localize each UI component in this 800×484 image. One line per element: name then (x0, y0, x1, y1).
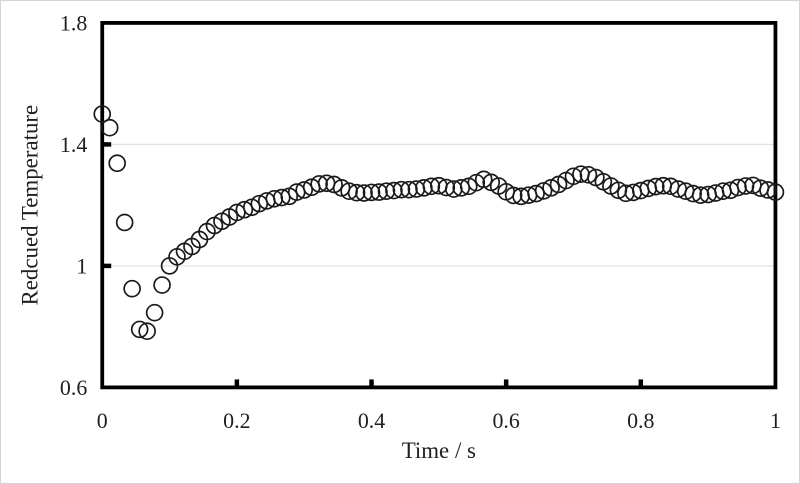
data-point-marker (325, 175, 343, 194)
data-point-marker (100, 118, 119, 137)
y-tick-labels: 0.6 1 1.4 1.8 (60, 10, 87, 399)
data-point-marker (474, 170, 493, 189)
data-point-marker (527, 184, 545, 203)
x-tick-label: 0.8 (627, 408, 654, 433)
x-tick-label: 0.4 (358, 408, 385, 433)
data-point-marker (93, 105, 112, 123)
x-axis-title: Time / s (402, 438, 476, 463)
x-tick-label: 1 (770, 408, 781, 433)
data-point-marker (295, 181, 314, 199)
data-point-marker (115, 213, 134, 232)
y-tick-label: 1.8 (60, 10, 87, 35)
data-point-marker (235, 200, 254, 219)
data-point-marker (766, 183, 785, 201)
data-point-marker (153, 276, 171, 294)
data-point-marker (534, 182, 553, 200)
y-tick-label: 0.6 (60, 375, 87, 400)
data-point-marker (145, 303, 164, 322)
y-tick-label: 1.4 (60, 132, 87, 157)
y-axis-title: Redcued Temperature (18, 105, 43, 306)
data-point-marker (504, 186, 523, 205)
data-point-marker (362, 183, 381, 202)
data-point-marker (123, 279, 141, 298)
data-point-marker (272, 188, 291, 207)
data-point-marker (684, 184, 702, 203)
y-tick-label: 1 (76, 253, 87, 278)
data-point-marker (422, 177, 441, 196)
data-point-marker (392, 180, 411, 199)
data-point-marker (437, 178, 456, 197)
data-point-marker (310, 175, 328, 193)
gridlines (104, 143, 774, 267)
data-point-marker (646, 177, 665, 196)
data-point-marker (108, 154, 126, 173)
x-tick-label: 0 (97, 408, 108, 433)
data-point-marker (130, 320, 149, 339)
data-point-marker (355, 184, 373, 202)
data-point-marker (385, 181, 403, 200)
data-point-marker (759, 181, 777, 199)
x-tick-labels: 0 0.2 0.4 0.6 0.8 1 (97, 408, 781, 433)
data-point-marker (579, 165, 598, 184)
data-point-marker (347, 183, 366, 202)
data-series-markers (93, 105, 785, 341)
x-tick-label: 0.2 (223, 408, 250, 433)
axis-ticks (103, 142, 644, 387)
x-tick-label: 0.6 (492, 408, 519, 433)
data-point-marker (138, 322, 156, 341)
plot-frame (100, 21, 778, 390)
